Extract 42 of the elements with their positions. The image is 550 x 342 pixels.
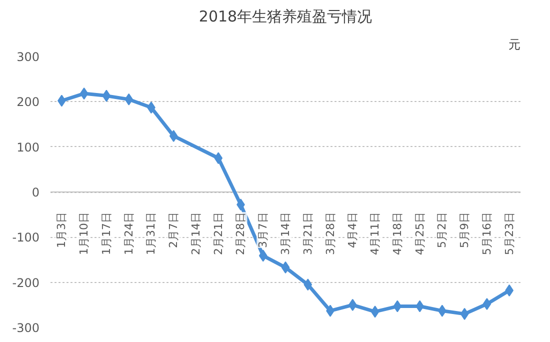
x-tick-label: 1月3日 xyxy=(55,212,68,248)
y-tick-label: 300 xyxy=(16,50,40,64)
y-tick-label: -100 xyxy=(12,230,40,245)
point xyxy=(258,250,268,262)
point xyxy=(80,88,88,100)
x-tick-label: 4月18日 xyxy=(390,212,404,255)
y-axis-title: 元 xyxy=(508,38,520,52)
x-tick-label: 4月4日 xyxy=(346,212,360,248)
x-tick-label: 1月24日 xyxy=(122,212,136,255)
point xyxy=(281,261,290,274)
x-tick-label: 4月11日 xyxy=(368,212,382,255)
x-tick-label: 3月28日 xyxy=(324,212,337,255)
x-tick-label: 2月21日 xyxy=(212,212,225,255)
point xyxy=(348,298,357,311)
point xyxy=(370,306,380,318)
x-tick-label: 5月9日 xyxy=(458,212,472,248)
point xyxy=(393,300,402,312)
x-tick-label: 3月7日 xyxy=(256,212,270,248)
x-tick-label: 5月23日 xyxy=(502,212,516,255)
point xyxy=(304,278,312,291)
x-tick-label: 2月7日 xyxy=(167,212,180,248)
x-tick-label: 1月31日 xyxy=(144,212,158,255)
x-tick-label: 1月17日 xyxy=(100,212,113,255)
x-tick-label: 2月14日 xyxy=(189,212,202,255)
chart-title: 2018年生猪养殖盈亏情况 xyxy=(198,8,372,26)
point xyxy=(102,90,111,102)
x-tick-label: 4月25日 xyxy=(413,212,426,255)
x-tick-label: 5月2日 xyxy=(436,212,449,248)
x-tick-label: 1月10日 xyxy=(78,212,91,255)
point xyxy=(460,308,469,320)
x-tick-label: 3月21日 xyxy=(301,212,314,255)
point xyxy=(214,152,223,164)
y-tick-label: 0 xyxy=(32,186,40,200)
y-tick-label: -300 xyxy=(12,321,40,335)
x-tick-label: 2月28日 xyxy=(234,212,248,255)
x-tick-label: 5月16日 xyxy=(480,212,494,255)
y-tick-label: 200 xyxy=(16,95,40,110)
x-tick-label: 3月14日 xyxy=(279,212,292,255)
point xyxy=(169,130,178,142)
y-tick-label: 100 xyxy=(16,140,40,154)
y-tick-label: -200 xyxy=(12,276,40,290)
point xyxy=(482,298,492,310)
